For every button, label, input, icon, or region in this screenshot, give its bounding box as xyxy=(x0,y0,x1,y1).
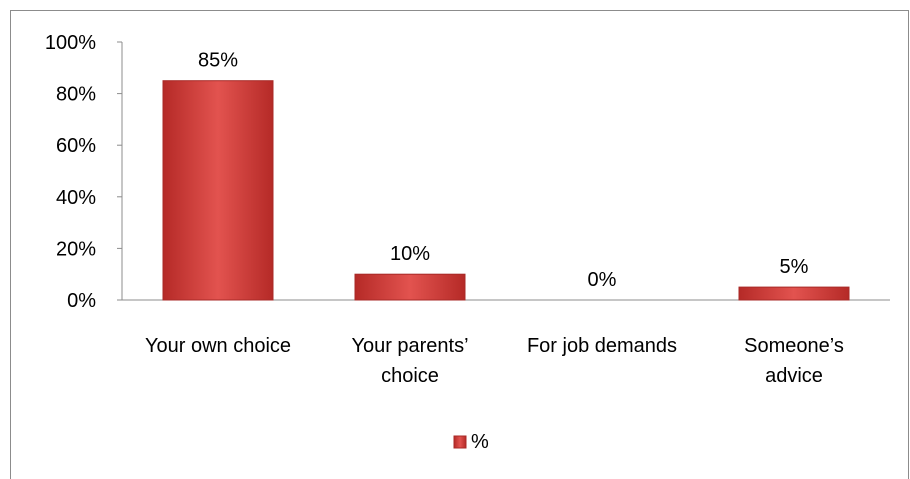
data-label: 85% xyxy=(198,50,238,72)
category-label: Your parents’ xyxy=(351,335,468,357)
y-tick-label: 100% xyxy=(45,32,96,54)
data-label: 10% xyxy=(390,243,430,265)
data-label: 5% xyxy=(780,256,809,278)
legend-label: % xyxy=(471,431,489,453)
category-label: advice xyxy=(765,365,823,387)
category-label: choice xyxy=(381,365,439,387)
bar xyxy=(738,286,850,301)
bar xyxy=(162,80,274,301)
bar xyxy=(354,273,466,301)
legend-swatch xyxy=(453,435,467,449)
category-label: Someone’s xyxy=(744,335,844,357)
chart-frame xyxy=(10,10,909,479)
y-tick-label: 60% xyxy=(56,135,96,157)
y-tick-label: 80% xyxy=(56,84,96,106)
y-tick-label: 0% xyxy=(67,290,96,312)
category-label: For job demands xyxy=(527,335,677,357)
data-label: 0% xyxy=(588,269,617,291)
y-tick-label: 40% xyxy=(56,187,96,209)
y-tick-label: 20% xyxy=(56,238,96,260)
category-label: Your own choice xyxy=(145,335,291,357)
